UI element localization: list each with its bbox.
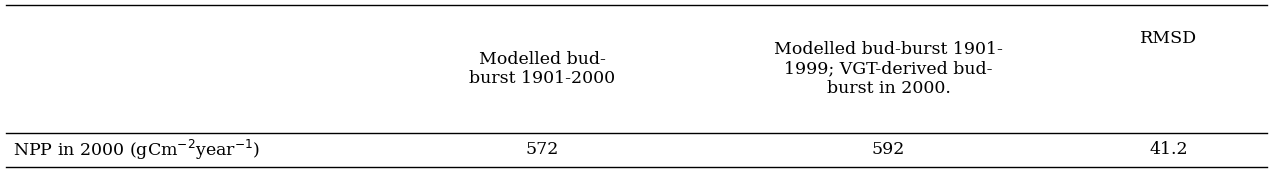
Text: RMSD: RMSD bbox=[1141, 30, 1198, 47]
Text: Modelled bud-
burst 1901-2000: Modelled bud- burst 1901-2000 bbox=[468, 50, 615, 87]
Text: NPP in 2000 (gCm$^{-2}$year$^{-1}$): NPP in 2000 (gCm$^{-2}$year$^{-1}$) bbox=[13, 138, 260, 162]
Text: 592: 592 bbox=[872, 141, 905, 158]
Text: 41.2: 41.2 bbox=[1150, 141, 1188, 158]
Text: Modelled bud-burst 1901-
1999; VGT-derived bud-
burst in 2000.: Modelled bud-burst 1901- 1999; VGT-deriv… bbox=[774, 41, 1003, 97]
Text: 572: 572 bbox=[526, 141, 559, 158]
